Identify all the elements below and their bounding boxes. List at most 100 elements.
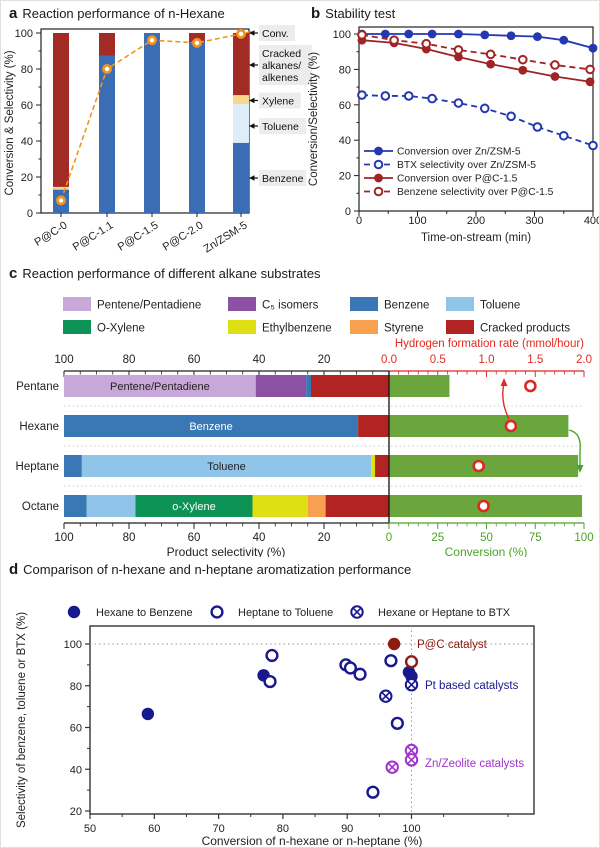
legend-swatch: [228, 320, 256, 334]
sel-tick-label: 40: [253, 532, 266, 544]
legend-swatch: [446, 297, 474, 311]
panel-d-chart: Hexane to Benzene Heptane to Toluene Hexan…: [16, 605, 535, 847]
data-point: [389, 35, 399, 45]
legend-label: Conversion over P@C-1.5: [397, 174, 518, 185]
legend-label: Cracked products: [480, 323, 570, 335]
bar-segment: [233, 104, 249, 143]
y-tick-label: 20: [339, 171, 351, 183]
annotation-label: P@C catalyst: [417, 639, 488, 651]
legend-label: Heptane to Toluene: [238, 607, 333, 619]
conversion-bar: [389, 415, 569, 437]
rate-tick-label: 1.0: [479, 354, 495, 366]
data-point: [480, 30, 490, 40]
conversion-arrow: [568, 429, 581, 467]
data-point: [357, 90, 367, 100]
pointer-arrow-head: [249, 97, 255, 104]
data-point: [533, 32, 542, 42]
data-point: [506, 111, 516, 122]
selectivity-segment: [255, 375, 307, 397]
y-tick-label: 0: [27, 208, 33, 220]
data-point: [373, 186, 384, 197]
pointer-arrow-head: [249, 175, 255, 181]
sel-tick-label: 100: [54, 354, 73, 366]
sel-tick-label: 60: [188, 354, 201, 366]
pointer-arrow-head: [249, 123, 255, 129]
x-tick-label: 300: [525, 215, 543, 227]
y-tick-label: 60: [339, 100, 351, 112]
bar-segment: [144, 33, 160, 213]
data-point: [454, 29, 463, 39]
data-point: [585, 64, 595, 75]
legend-label: Hexane to Benzene: [96, 607, 193, 619]
conversion-marker-center: [104, 66, 110, 72]
x-tick-label: 400: [584, 215, 600, 227]
x-tick-label: Zn/ZSM-5: [202, 219, 250, 255]
panel-c-chart: Pentene/Pentadiene C₅ isomers Benzene Tolue…: [16, 297, 594, 557]
annotation-label: alkanes/: [262, 60, 301, 72]
data-point: [518, 65, 528, 75]
data-point: [373, 159, 384, 170]
data-point: [550, 60, 560, 70]
selectivity-axis-title: Product selectivity (%): [167, 545, 286, 557]
conversion-marker-center: [58, 198, 64, 203]
annotation-bg: [259, 92, 301, 109]
data-point: [263, 674, 277, 689]
h2-rate-marker: [477, 499, 490, 513]
conversion-arrow-head: [576, 465, 584, 473]
substrate-label: Hexane: [19, 421, 59, 433]
data-point-cross: [352, 607, 362, 617]
y-tick-label: 20: [70, 806, 82, 818]
annotation-label: Pt based catalysts: [425, 680, 519, 692]
rate-tick-label: 0.0: [381, 354, 397, 366]
panel-a-chart: 0 20 40 60 80 100 P@C-0 P@C-1.1 P@C-1.5 P@C-2.0Zn…: [4, 25, 312, 255]
bar-segment: [233, 142, 249, 213]
selectivity-segment: [307, 495, 326, 517]
data-point: [343, 661, 358, 675]
data-point: [366, 785, 380, 799]
sel-tick-label: 80: [123, 532, 136, 544]
panel-d-title: Comparison of n-hexane and n-heptane aro…: [23, 562, 412, 577]
series-line: [361, 39, 591, 83]
selectivity-segment: [64, 415, 359, 437]
data-point: [559, 35, 569, 45]
series-line: [361, 33, 591, 71]
legend-swatch: [228, 297, 256, 311]
selectivity-segment: [306, 375, 311, 397]
bar-segment: [53, 186, 69, 190]
data-point: [384, 654, 398, 668]
legend-label: Toluene: [480, 300, 520, 312]
x-tick-label: 50: [84, 823, 96, 835]
y-tick-label: 100: [15, 28, 33, 40]
data-point: [454, 52, 463, 62]
annotation-label: Conv.: [262, 28, 289, 40]
x-tick-label: 60: [148, 823, 160, 835]
selectivity-segment: [371, 455, 376, 477]
x-tick-label: 100: [402, 823, 420, 835]
panel-c-header: c Reaction performance of different alkan…: [9, 265, 321, 282]
sel-tick-label: 20: [318, 532, 331, 544]
data-point-cross: [406, 680, 417, 690]
panel-c-label: c: [9, 265, 18, 282]
x-tick-label: P@C-2.0: [161, 219, 206, 253]
y-tick-label: 100: [333, 29, 351, 41]
bar-segment: [99, 33, 115, 56]
bar-segment: [189, 42, 205, 213]
selectivity-segment: [64, 455, 82, 477]
rate-arrow-head: [500, 378, 508, 386]
conversion-marker-center: [238, 31, 244, 37]
y-tick-label: 40: [339, 135, 351, 147]
y-tick-label: 80: [70, 681, 82, 693]
legend-swatch: [446, 320, 474, 334]
x-tick-label: P@C-1.1: [71, 219, 116, 253]
x-tick-label: 70: [212, 823, 224, 835]
bar-segment: [233, 33, 249, 96]
data-point: [518, 54, 528, 65]
data-point: [357, 30, 367, 40]
sel-tick-label: 40: [253, 354, 266, 366]
selectivity-segment: [86, 495, 136, 517]
data-point: [479, 103, 490, 114]
y-tick-label: 40: [21, 136, 33, 148]
conv-tick-label: 75: [529, 532, 542, 544]
legend-label: Ethylbenzene: [262, 323, 332, 335]
conv-tick-label: 100: [574, 532, 593, 544]
